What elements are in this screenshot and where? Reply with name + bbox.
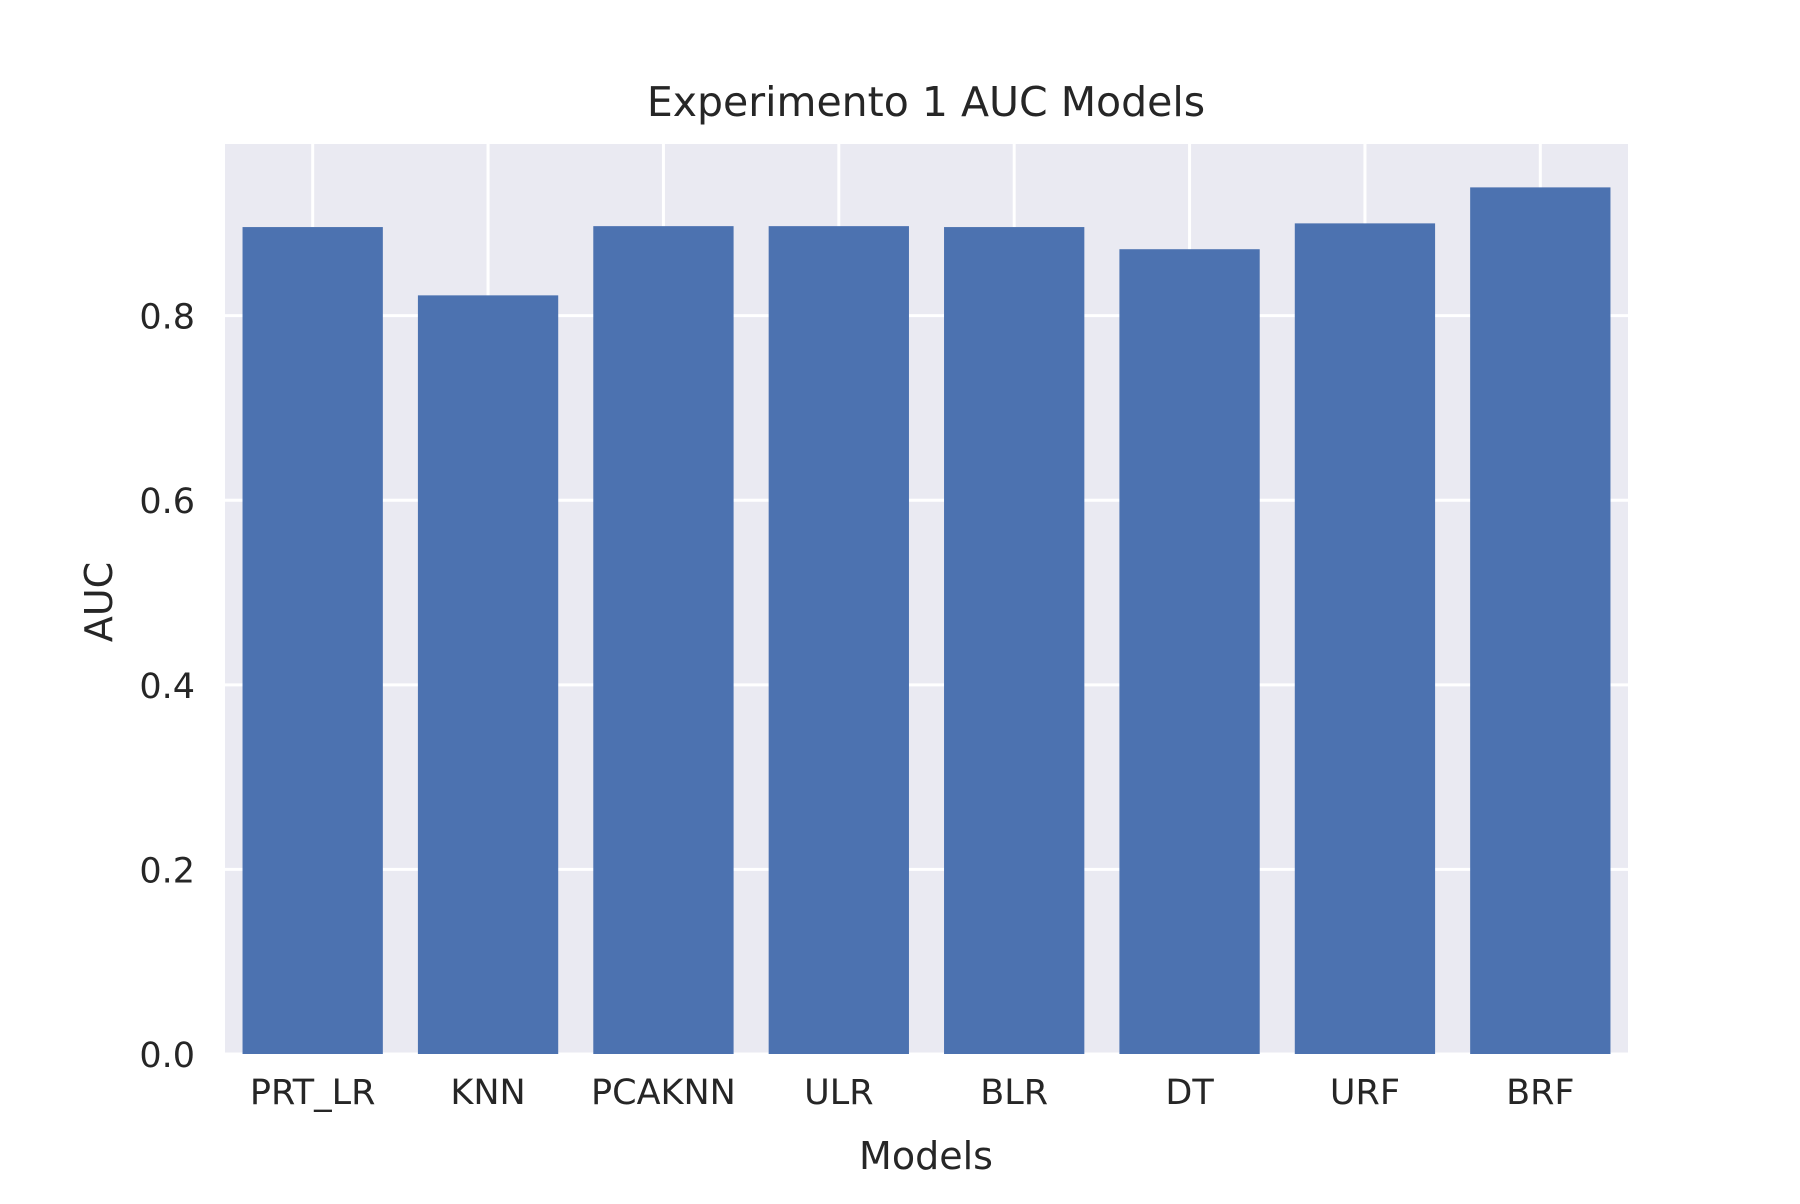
y-tick-label: 0.8 xyxy=(139,298,195,338)
bar-prt-lr xyxy=(242,227,383,1055)
bars xyxy=(242,187,1611,1055)
y-tick-label: 0.6 xyxy=(139,482,195,522)
x-axis-label: Models xyxy=(859,1134,993,1178)
y-tick-label: 0.4 xyxy=(139,667,195,707)
bar-ulr xyxy=(768,226,909,1054)
x-tick-label: URF xyxy=(1330,1073,1400,1113)
x-tick-label: PCAKNN xyxy=(591,1073,736,1113)
bar-knn xyxy=(417,295,559,1055)
x-tick-labels: PRT_LR KNN PCAKNN ULR BLR DT URF BRF xyxy=(250,1073,1575,1113)
x-tick-label: KNN xyxy=(450,1073,525,1113)
y-axis-label: AUC xyxy=(77,562,121,642)
bar-blr xyxy=(944,227,1085,1055)
x-tick-label: PRT_LR xyxy=(250,1073,376,1113)
x-tick-label: BRF xyxy=(1506,1073,1574,1113)
bar-urf xyxy=(1294,223,1436,1054)
bar-brf xyxy=(1470,187,1611,1054)
x-tick-label: DT xyxy=(1165,1073,1214,1113)
y-tick-labels: 0.0 0.2 0.4 0.6 0.8 xyxy=(139,298,195,1076)
y-tick-label: 0.0 xyxy=(139,1036,195,1076)
bar-pcaknn xyxy=(593,226,734,1054)
chart-title: Experimento 1 AUC Models xyxy=(647,78,1205,126)
bar-dt xyxy=(1119,249,1260,1054)
x-tick-label: ULR xyxy=(804,1073,873,1113)
x-tick-label: BLR xyxy=(980,1073,1048,1113)
y-tick-label: 0.2 xyxy=(139,851,195,891)
